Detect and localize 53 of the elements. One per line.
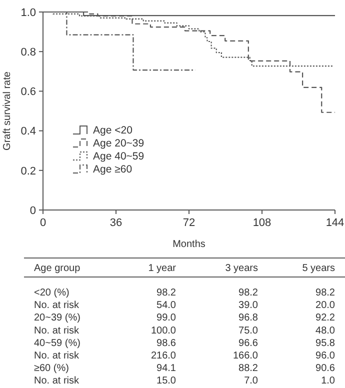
text: 1.0 — [321, 376, 335, 387]
category-label: ≥60 (%) — [34, 363, 69, 374]
text: 166.0 — [232, 350, 258, 362]
category-label: No. at risk — [34, 376, 80, 387]
legend-label: Age 20~39 — [93, 138, 144, 150]
text: 90.6 — [316, 363, 335, 374]
text: 88.2 — [238, 363, 258, 374]
legend-label: Age <20 — [93, 124, 133, 137]
category-label: No. at risk — [34, 300, 80, 312]
text: 15.0 — [156, 376, 176, 387]
text: 100.0 — [150, 325, 176, 336]
text: 75.0 — [238, 325, 258, 336]
y-tick-label: 0.4 — [20, 126, 36, 138]
text: 216.0 — [150, 350, 176, 362]
category-label: 3 years — [225, 263, 258, 274]
text: 96.0 — [316, 350, 335, 362]
category-label: No. at risk — [34, 325, 80, 336]
x-axis-title: Months — [172, 239, 206, 250]
text: 54.0 — [156, 300, 176, 312]
category-label: 40~59 (%) — [34, 338, 80, 349]
text: 98.2 — [316, 288, 335, 298]
y-tick-label: 0 — [30, 204, 36, 217]
x-tick-label: 72 — [182, 217, 196, 229]
text: 98.6 — [156, 338, 176, 349]
text: 98.2 — [156, 288, 176, 298]
text: 98.2 — [238, 288, 258, 298]
text: 99.0 — [156, 312, 176, 324]
y-tick-label: 1.0 — [20, 6, 36, 19]
y-tick-label: 0.6 — [20, 86, 36, 98]
category-label: 1 year — [148, 263, 177, 274]
legend-label: Age 40~59 — [93, 150, 144, 163]
text: 48.0 — [316, 325, 335, 336]
x-tick-label: 36 — [110, 217, 122, 229]
x-tick-label: 0 — [40, 217, 46, 229]
x-tick-label: 108 — [252, 217, 272, 229]
y-tick-label: 0.2 — [20, 165, 36, 178]
x-tick-label: 144 — [326, 217, 344, 229]
text: 39.0 — [238, 300, 258, 312]
category-label: No. at risk — [34, 350, 80, 362]
text: 92.2 — [316, 312, 335, 324]
text: 20.0 — [316, 300, 335, 312]
category-label: <20 (%) — [34, 288, 70, 298]
text: 95.8 — [316, 338, 335, 349]
text: Age group — [34, 263, 81, 274]
legend-label: Age ≥60 — [93, 164, 132, 176]
y-axis-title: Graft survival rate — [2, 71, 13, 150]
text: 7.0 — [244, 376, 258, 387]
y-tick-label: 0.8 — [20, 46, 36, 58]
category-label: 20~39 (%) — [34, 312, 80, 324]
category-label: 5 years — [302, 263, 335, 274]
text: 94.1 — [156, 363, 176, 374]
text: 96.6 — [238, 338, 258, 349]
text: 96.8 — [238, 312, 258, 324]
